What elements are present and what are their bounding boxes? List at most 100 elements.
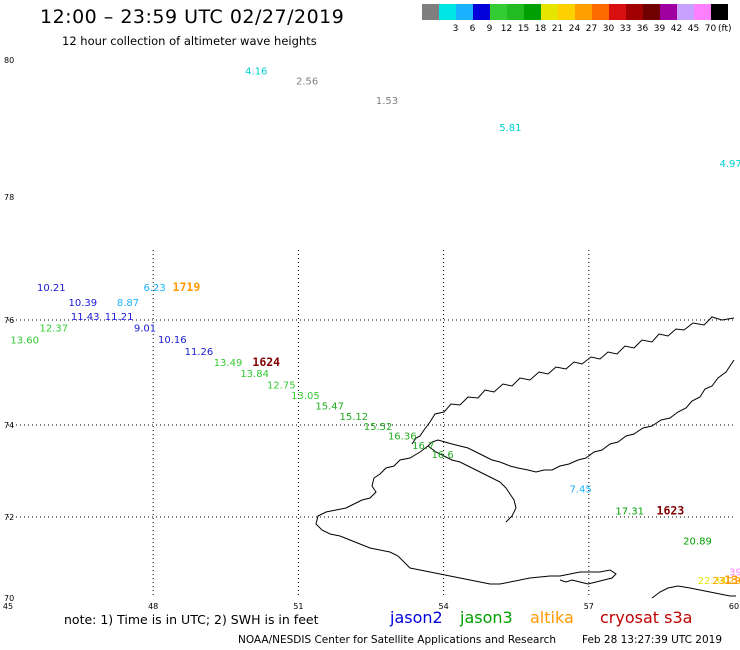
wave-height-value: 9.01 [134, 324, 156, 335]
units-note: note: 1) Time is in UTC; 2) SWH is in fe… [64, 612, 319, 627]
wave-height-value: 16.7 [412, 441, 434, 452]
satellite-name: jason3 [460, 608, 513, 627]
latitude-label: 80 [4, 56, 14, 65]
wave-height-value: 1.53 [376, 96, 398, 107]
legend-label: 33 [619, 24, 632, 34]
legend-swatch [677, 4, 694, 20]
pass-time-labels: 1719 1624 1623 1340 [173, 280, 740, 587]
pass-time-label: 1340 [724, 573, 740, 587]
legend-label: 21 [551, 24, 564, 34]
wave-height-value: 15.52 [364, 422, 393, 433]
wave-height-value: 20.89 [683, 537, 712, 548]
legend-unit: (ft) [718, 24, 732, 34]
legend-swatch [507, 4, 524, 20]
wave-height-value: 16.6 [432, 450, 454, 461]
pass-time-label: 1624 [252, 355, 280, 369]
legend-label: 9 [486, 24, 493, 34]
satellite-name: altika [530, 608, 574, 627]
pass-time-label: 1623 [657, 504, 685, 518]
wave-height-value: 10.21 [37, 283, 66, 294]
legend-label: 36 [636, 24, 649, 34]
legend-label: 42 [670, 24, 683, 34]
longitude-label: 60 [729, 602, 739, 611]
coastline [315, 316, 736, 599]
legend-label: 30 [602, 24, 615, 34]
legend-swatch [422, 4, 439, 20]
wave-height-value: 23.23 [712, 576, 740, 587]
wave-height-value: 11.43 [71, 312, 100, 323]
wave-height-value: 13.49 [214, 358, 243, 369]
legend-swatch [558, 4, 575, 20]
northern-island-coast [411, 316, 735, 473]
legend-swatch [694, 4, 711, 20]
legend-label: 12 [500, 24, 513, 34]
legend-label: 24 [568, 24, 581, 34]
legend-swatch [456, 4, 473, 20]
wave-height-value: 10.39 [69, 298, 98, 309]
page-title: 12:00 – 23:59 UTC 02/27/2019 [40, 6, 345, 28]
legend-label: 3 [452, 24, 459, 34]
southern-island-coast [315, 445, 617, 585]
wave-height-value: 39.13 [729, 568, 740, 579]
pass-time-label: 1719 [173, 280, 201, 294]
wave-height-value: 16.36 [388, 432, 417, 443]
legend-swatch [660, 4, 677, 20]
satellite-name: jason2 [390, 608, 443, 627]
latitude-label: 72 [4, 513, 14, 522]
legend-label: 18 [534, 24, 547, 34]
wave-height-value: 4.97 [719, 159, 740, 170]
wave-height-value: 6.23 [144, 283, 166, 294]
legend-swatch [626, 4, 643, 20]
wave-height-value: 13.05 [291, 391, 320, 402]
wave-height-value: 15.47 [315, 401, 344, 412]
wave-height-value: 4.16 [245, 66, 267, 77]
legend-swatch [609, 4, 626, 20]
footer-timestamp: Feb 28 13:27:39 UTC 2019 [582, 634, 722, 646]
southern-island-east-coast [427, 445, 517, 523]
legend-swatch [643, 4, 660, 20]
wave-height-value: 2.56 [296, 77, 318, 88]
legend-label: 70 [704, 24, 717, 34]
legend-swatch [490, 4, 507, 20]
legend-swatch [592, 4, 609, 20]
longitude-label: 48 [148, 602, 158, 611]
wave-height-value: 11.21 [105, 312, 134, 323]
longitude-label: 45 [3, 602, 13, 611]
wave-height-value: 12.37 [39, 324, 68, 335]
legend-swatch [711, 4, 728, 20]
wave-height-value: 11.26 [185, 347, 214, 358]
legend-swatch [473, 4, 490, 20]
wave-height-value: 13.60 [10, 336, 39, 347]
legend-swatch [575, 4, 592, 20]
legend-swatch [439, 4, 456, 20]
latitude-label: 78 [4, 193, 14, 202]
longitude-label: 51 [293, 602, 303, 611]
wave-height-value: 12.75 [267, 380, 296, 391]
wave-height-value: 13.84 [240, 369, 269, 380]
wave-height-value: 8.87 [117, 298, 139, 309]
legend-swatch [541, 4, 558, 20]
legend-label: 15 [517, 24, 530, 34]
legend-label: 27 [585, 24, 598, 34]
wave-height-value: 5.81 [499, 123, 521, 134]
wave-height-value: 7.45 [569, 485, 591, 496]
legend-swatch [524, 4, 541, 20]
lat-lon-grid: 45 48 51 54 57 60 80 78 76 74 72 70 [3, 56, 739, 611]
wave-height-value: 22.34 [698, 576, 727, 587]
vaygach-coast [651, 585, 736, 599]
wave-height-value: 17.31 [615, 507, 644, 518]
wave-height-value: 15.12 [340, 412, 369, 423]
longitude-label: 57 [584, 602, 594, 611]
page-subtitle: 12 hour collection of altimeter wave hei… [62, 34, 317, 48]
legend-label: 45 [687, 24, 700, 34]
latitude-label: 74 [4, 421, 14, 430]
legend-label: 6 [469, 24, 476, 34]
wave-height-value: 10.16 [158, 335, 187, 346]
latitude-label: 76 [4, 316, 14, 325]
legend-label: 39 [653, 24, 666, 34]
longitude-label: 54 [439, 602, 449, 611]
latitude-label: 70 [4, 594, 14, 603]
footer-credit: NOAA/NESDIS Center for Satellite Applica… [238, 634, 556, 646]
